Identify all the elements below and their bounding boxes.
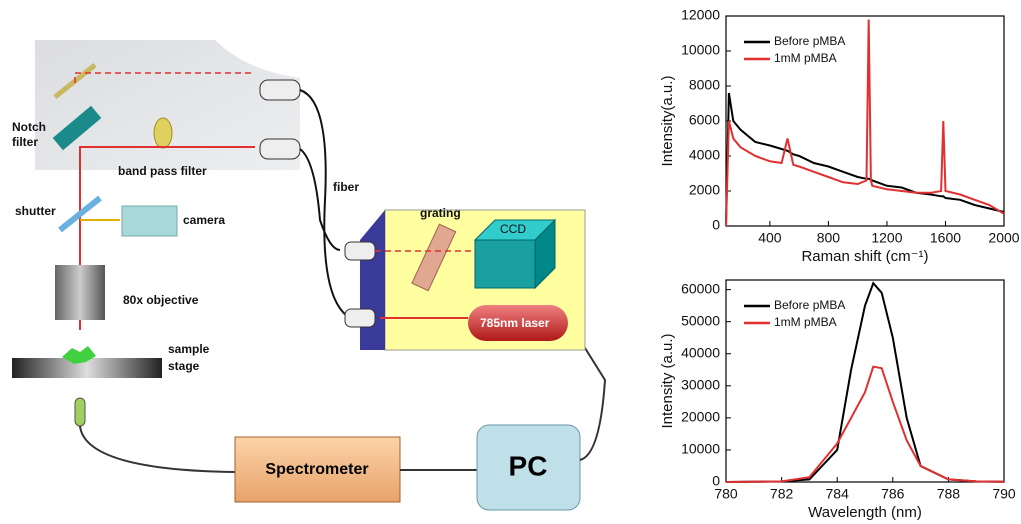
x-tick-label: 400 (758, 230, 782, 246)
fiber-port (260, 80, 300, 100)
x-axis-title: Raman shift (cm⁻¹) (801, 248, 928, 265)
figure: Notch filter band pass filter shutter ca… (0, 0, 1021, 524)
legend-label: Before pMBA (774, 34, 845, 48)
label: stage (168, 359, 200, 373)
label: shutter (15, 204, 56, 218)
legend-label: 1mM pMBA (774, 315, 837, 329)
x-axis-title: Wavelength (nm) (808, 504, 922, 521)
fiber-cable (300, 90, 350, 318)
label: CCD (500, 222, 526, 236)
objective (55, 265, 105, 320)
fiber-port (260, 139, 300, 159)
y-tick-label: 4000 (689, 147, 720, 163)
x-tick-label: 788 (937, 486, 961, 502)
legend-label: Before pMBA (774, 298, 845, 312)
y-tick-label: 50000 (681, 312, 720, 328)
cable (80, 426, 235, 472)
x-tick-label: 1200 (871, 230, 902, 246)
cable (580, 340, 605, 460)
y-tick-label: 2000 (689, 182, 720, 198)
y-tick-label: 10000 (681, 441, 720, 457)
x-tick-label: 782 (770, 486, 794, 502)
fiber-port (345, 242, 375, 260)
label: 785nm laser (480, 316, 550, 330)
x-tick-label: 784 (826, 486, 850, 502)
x-tick-label: 786 (881, 486, 905, 502)
x-tick-label: 2000 (988, 230, 1019, 246)
y-tick-label: 60000 (681, 280, 720, 296)
label: grating (420, 206, 461, 220)
label: Notch (12, 120, 46, 134)
series-line (726, 367, 1004, 482)
legend-label: 1mM pMBA (774, 51, 837, 65)
y-axis-title: Intensity (a.u.) (659, 333, 676, 428)
y-tick-label: 30000 (681, 377, 720, 393)
fiber-port (345, 309, 375, 327)
series-line (726, 283, 1004, 482)
setup-diagram: Notch filter band pass filter shutter ca… (12, 40, 605, 510)
x-tick-label: 800 (817, 230, 841, 246)
label: band pass filter (118, 164, 207, 178)
band-pass-filter (154, 118, 172, 148)
x-tick-label: 1600 (930, 230, 961, 246)
y-tick-label: 12000 (681, 7, 720, 23)
camera (122, 206, 177, 236)
entrance-plate (360, 210, 385, 350)
y-axis-title: Intensity(a.u.) (659, 76, 676, 167)
label: PC (509, 450, 548, 481)
label: fiber (333, 180, 359, 194)
page: {"diagram": { "labels": {"notch_1": "Not… (0, 0, 1021, 524)
y-tick-label: 40000 (681, 344, 720, 360)
series-line (726, 20, 1004, 227)
ccd-box (475, 240, 535, 288)
y-tick-label: 0 (712, 217, 720, 233)
label: filter (12, 135, 38, 149)
probe (75, 398, 85, 426)
label: sample (168, 342, 210, 356)
label: 80x objective (123, 293, 199, 307)
label: Spectrometer (265, 461, 368, 478)
y-tick-label: 10000 (681, 42, 720, 58)
y-tick-label: 20000 (681, 409, 720, 425)
x-tick-label: 790 (992, 486, 1016, 502)
x-tick-label: 780 (714, 486, 738, 502)
y-tick-label: 8000 (689, 77, 720, 93)
label: camera (183, 213, 225, 227)
y-tick-label: 6000 (689, 112, 720, 128)
